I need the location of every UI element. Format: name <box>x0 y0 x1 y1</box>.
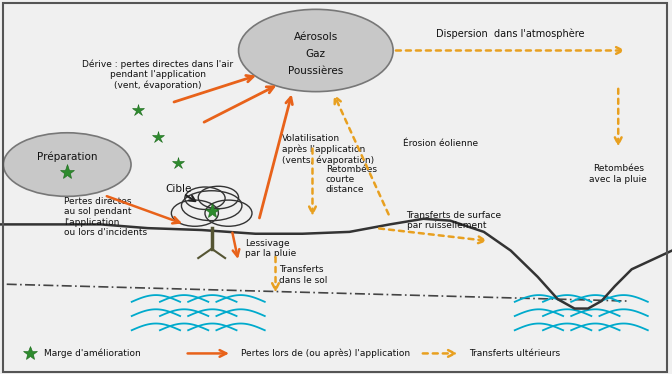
Text: Cible: Cible <box>165 184 192 194</box>
Text: Transferts de surface
par ruissellement: Transferts de surface par ruissellement <box>407 211 502 230</box>
Text: Transferts
dans le sol: Transferts dans le sol <box>279 265 327 285</box>
Ellipse shape <box>3 133 131 196</box>
Text: Retombées
avec la pluie: Retombées avec la pluie <box>589 164 647 184</box>
Text: Lessivage
par la pluie: Lessivage par la pluie <box>245 239 296 258</box>
Text: Dérive : pertes directes dans l'air
pendant l'application
(vent, évaporation): Dérive : pertes directes dans l'air pend… <box>83 59 233 90</box>
Text: Pertes lors de (ou après) l'application: Pertes lors de (ou après) l'application <box>241 349 410 358</box>
Text: Gaz: Gaz <box>306 49 326 59</box>
Text: Poussières: Poussières <box>288 66 343 76</box>
Text: Aérosols: Aérosols <box>294 33 338 42</box>
Text: Érosion éolienne: Érosion éolienne <box>403 140 478 148</box>
Text: Marge d'amélioration: Marge d'amélioration <box>44 349 140 358</box>
Ellipse shape <box>239 9 393 92</box>
Text: Pertes directes
au sol pendant
l'application
ou lors d'incidents: Pertes directes au sol pendant l'applica… <box>64 197 147 237</box>
Text: Retombées
courte
distance: Retombées courte distance <box>326 165 377 194</box>
Text: Préparation: Préparation <box>37 152 97 162</box>
Text: Volatilisation
après l'application
(vents, évaporation): Volatilisation après l'application (vent… <box>282 134 374 165</box>
Text: Transferts ultérieurs: Transferts ultérieurs <box>469 349 560 358</box>
Text: Dispersion  dans l'atmosphère: Dispersion dans l'atmosphère <box>437 28 585 39</box>
